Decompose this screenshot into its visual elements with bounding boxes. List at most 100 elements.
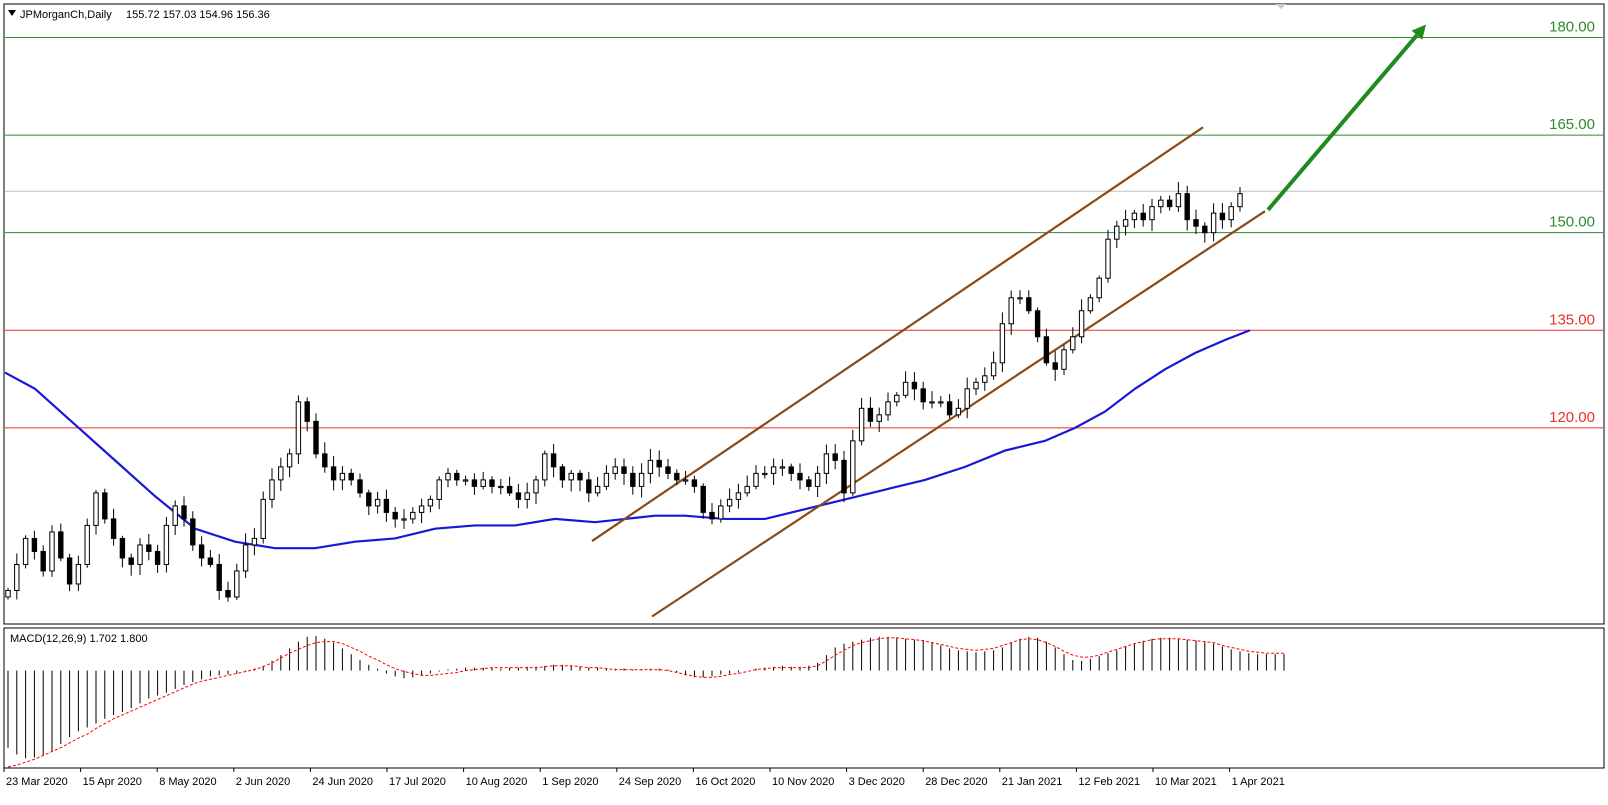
- candle-body: [586, 479, 592, 494]
- candle-body: [454, 472, 460, 481]
- candle: [630, 466, 636, 495]
- candle-body: [1114, 225, 1120, 240]
- symbol-label: JPMorganCh,Daily: [20, 9, 112, 21]
- candle-body: [110, 518, 117, 539]
- candle-body: [40, 550, 46, 572]
- candle: [40, 545, 46, 577]
- candle-body: [119, 537, 126, 559]
- x-tick-label: 15 Apr 2020: [83, 776, 142, 788]
- candle-body: [498, 485, 504, 489]
- candle: [1008, 290, 1014, 335]
- candle-body: [999, 323, 1006, 364]
- candle-body: [550, 453, 557, 468]
- candle: [1052, 351, 1058, 381]
- candle-body: [955, 407, 962, 416]
- candle-body: [656, 459, 662, 468]
- candle: [982, 367, 988, 391]
- candle: [366, 489, 372, 516]
- candle: [5, 587, 11, 600]
- candle-body: [577, 472, 583, 481]
- candle-body: [797, 472, 803, 481]
- x-axis: 23 Mar 2020 15 Apr 2020 8 May 2020 2 Jun 20…: [3, 768, 1285, 788]
- candle-body: [5, 589, 11, 598]
- candle-body: [806, 479, 812, 487]
- macd-signal-line: [7, 637, 1284, 768]
- candle: [964, 377, 970, 419]
- candle-body: [207, 557, 214, 565]
- candle-body: [489, 479, 495, 487]
- candle-body: [1166, 199, 1173, 208]
- candle: [330, 455, 337, 491]
- candle-body: [867, 407, 874, 422]
- candle-body: [1061, 349, 1067, 370]
- x-tick-label: 12 Feb 2021: [1078, 776, 1140, 788]
- candle: [304, 397, 310, 432]
- x-tick-label: 3 Dec 2020: [849, 776, 905, 788]
- candle: [938, 396, 944, 408]
- candle: [1158, 195, 1164, 214]
- candle: [550, 443, 557, 478]
- x-tick-label: 17 Jul 2020: [389, 776, 446, 788]
- candle-body: [102, 492, 108, 520]
- candle: [515, 484, 522, 509]
- candle: [1237, 187, 1243, 212]
- candle-body: [137, 544, 143, 565]
- candle: [700, 483, 706, 519]
- moving-average-line: [4, 329, 1251, 550]
- candle: [102, 488, 108, 524]
- candle: [154, 544, 161, 573]
- candle: [119, 535, 126, 568]
- candle: [75, 555, 82, 591]
- candle-body: [462, 479, 469, 482]
- candle: [216, 553, 222, 600]
- candle: [823, 444, 830, 485]
- candle: [1043, 328, 1050, 366]
- candle: [269, 468, 275, 509]
- candle: [1078, 299, 1085, 344]
- candle: [234, 563, 240, 600]
- candle-body: [850, 440, 856, 494]
- candle: [462, 475, 469, 486]
- candle-body: [682, 479, 689, 482]
- candle-body: [858, 407, 865, 442]
- candle-body: [401, 518, 407, 521]
- candle-body: [22, 537, 29, 565]
- candle-body: [726, 498, 733, 507]
- candle: [1210, 203, 1217, 242]
- candle: [612, 458, 618, 480]
- candle: [374, 491, 381, 514]
- candle: [454, 469, 460, 486]
- candle-body: [559, 466, 566, 481]
- candle-body: [75, 563, 82, 585]
- candle-body: [788, 466, 794, 474]
- candle: [920, 381, 926, 410]
- x-tick-label: 1 Sep 2020: [542, 776, 598, 788]
- candle: [93, 490, 99, 535]
- candle: [383, 489, 390, 522]
- candle-body: [480, 479, 486, 487]
- candle-body: [920, 388, 926, 403]
- candle: [163, 516, 170, 573]
- candle-body: [242, 544, 249, 572]
- candle-body: [621, 466, 627, 474]
- candle: [806, 475, 812, 491]
- candle-body: [418, 505, 425, 513]
- candle: [744, 475, 750, 497]
- candle-body: [1043, 336, 1050, 364]
- candle: [31, 530, 38, 560]
- candle-body: [1017, 297, 1023, 300]
- candle-body: [533, 479, 539, 494]
- candle: [357, 473, 363, 498]
- candlesticks: [5, 182, 1243, 602]
- macd-layer: [7, 635, 1285, 768]
- dropdown-triangle-icon[interactable]: [8, 10, 16, 16]
- candle-body: [594, 485, 601, 494]
- candle: [726, 488, 733, 513]
- candle: [990, 351, 997, 380]
- x-tick-label: 1 Apr 2021: [1232, 776, 1285, 788]
- candle: [489, 476, 495, 494]
- candle: [797, 463, 803, 490]
- x-tick-label: 21 Jan 2021: [1002, 776, 1063, 788]
- arrow-layer: [1266, 24, 1426, 212]
